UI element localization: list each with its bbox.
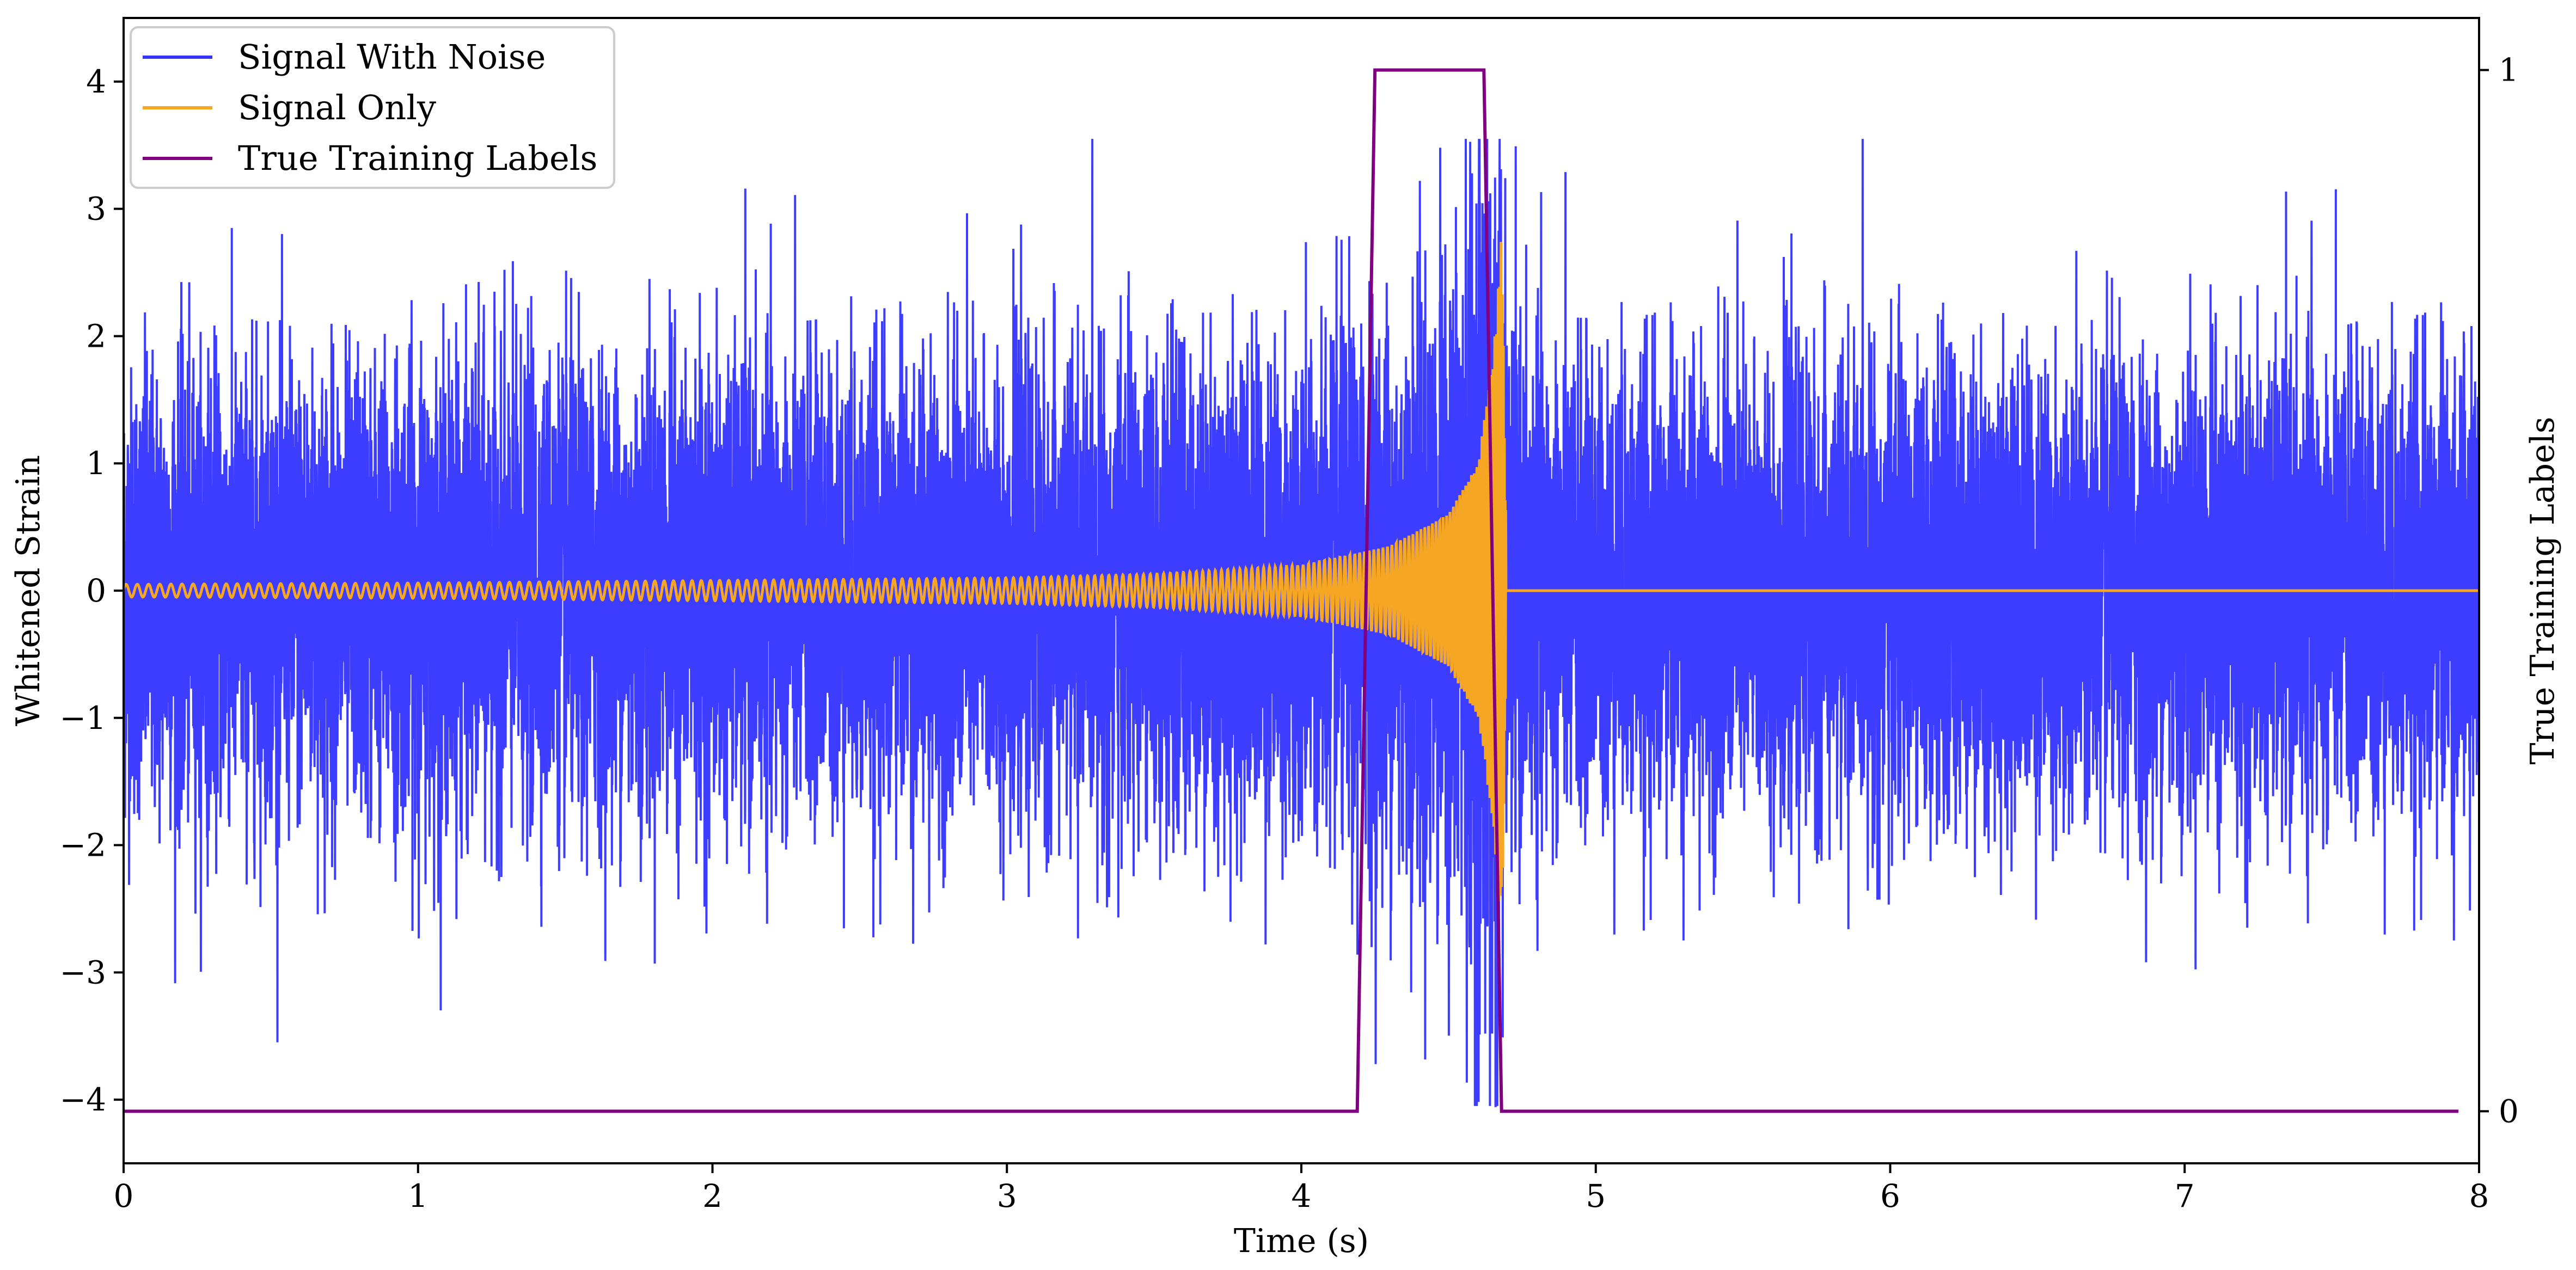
x-axis-label: Time (s) [1234, 1222, 1369, 1260]
x-tick-label: 3 [997, 1177, 1017, 1214]
legend-label: Signal With Noise [238, 37, 546, 77]
series-signal-only [124, 242, 2479, 901]
legend-box [130, 26, 615, 189]
series-true-training-labels [124, 68, 2459, 1113]
x-tick-label: 7 [2175, 1177, 2195, 1214]
y-tick-label: 0 [86, 572, 106, 609]
y-tick-label: 1 [86, 445, 106, 482]
legend-label: Signal Only [238, 88, 436, 127]
x-tick-label: 8 [2469, 1177, 2489, 1214]
y2-tick-label: 0 [2499, 1093, 2519, 1130]
series-layer [124, 68, 2479, 1113]
y-tick-label: −2 [60, 827, 107, 864]
x-tick-label: 4 [1292, 1177, 1312, 1214]
y-axis-left: 4 3 2 1 0 −1 −2 −3 −4 [60, 63, 124, 1118]
y-tick-label: 4 [86, 63, 106, 100]
y-tick-label: 3 [86, 191, 106, 228]
x-tick-label: 1 [408, 1177, 428, 1214]
y-tick-label: −1 [60, 700, 107, 737]
x-tick-label: 5 [1586, 1177, 1606, 1214]
y-axis-label: Whitened Strain [9, 455, 47, 726]
x-tick-label: 2 [702, 1177, 723, 1214]
legend-label: True Training Labels [238, 138, 597, 178]
legend: Signal With Noise Signal Only True Trainin… [130, 26, 615, 189]
series-signal-with-noise [124, 139, 2479, 1107]
y-tick-label: −4 [60, 1081, 107, 1118]
x-axis: 0 1 2 3 4 5 6 7 8 [114, 1163, 2489, 1214]
x-tick-label: 0 [114, 1177, 134, 1214]
y-tick-label: −3 [60, 954, 107, 991]
x-tick-label: 6 [1880, 1177, 1900, 1214]
y2-tick-label: 1 [2499, 52, 2519, 89]
y-axis-right: 10 [2479, 52, 2519, 1130]
y-tick-label: 2 [86, 317, 106, 354]
y2-axis-label: True Training Labels [2524, 416, 2562, 764]
